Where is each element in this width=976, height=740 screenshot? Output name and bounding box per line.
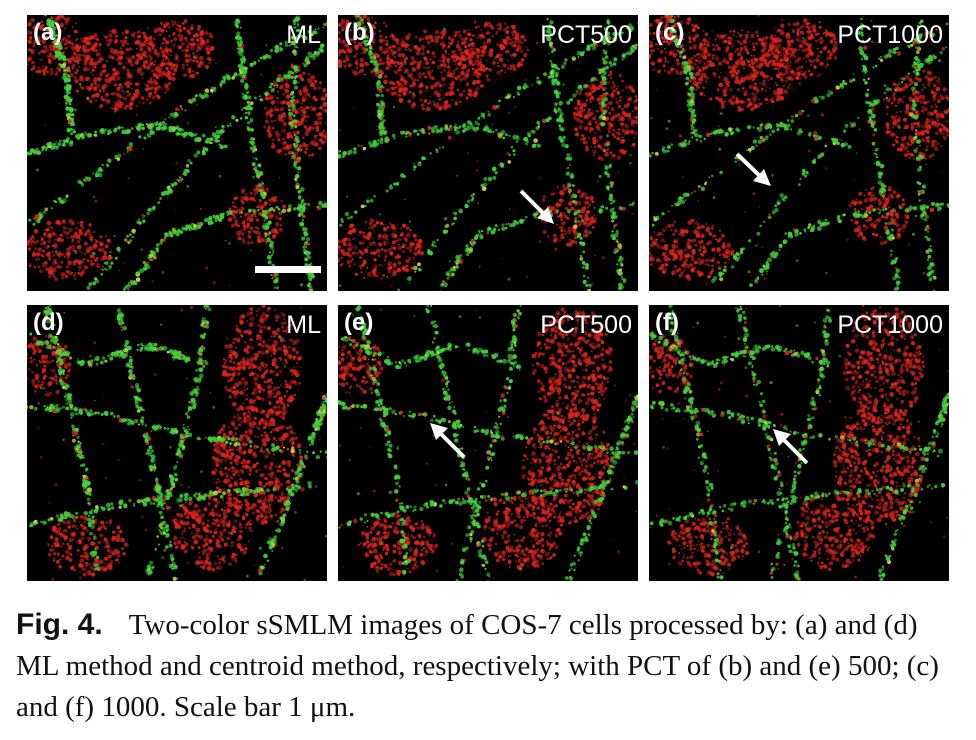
panel-f: (f) PCT1000 [649,305,949,581]
panel-method-label: PCT1000 [837,21,943,49]
arrow-up-left-icon [430,423,466,459]
panel-method-label: PCT500 [540,21,632,49]
panel-method-label: ML [286,311,321,339]
panel-d: (d) ML [27,305,327,581]
microscopy-image-c [649,15,949,291]
panel-letter: (b) [344,19,375,46]
panel-letter: (e) [344,309,374,336]
panel-method-label: ML [286,21,321,49]
panel-letter: (d) [33,309,64,336]
microscopy-image-d [27,305,327,581]
caption-text: Two-color sSMLM images of COS-7 cells pr… [16,609,939,723]
microscopy-image-e [338,305,638,581]
panel-method-label: PCT500 [540,311,632,339]
microscopy-image-a [27,15,327,291]
arrow-down-right-icon [519,189,554,224]
panel-letter: (c) [655,19,685,46]
arrow-down-right-icon [735,152,771,186]
panel-letter: (a) [33,19,63,46]
arrow-up-left-icon [773,429,809,465]
panel-a: (a) ML [27,15,327,291]
microscopy-image-f [649,305,949,581]
panel-c: (c) PCT1000 [649,15,949,291]
panel-e: (e) PCT500 [338,305,638,581]
panel-letter: (f) [655,309,679,336]
scale-bar [255,266,321,273]
figure-label: Fig. 4. [16,608,103,641]
microscopy-image-b [338,15,638,291]
figure-caption: Fig. 4. Two-color sSMLM images of COS-7 c… [16,604,966,728]
panel-method-label: PCT1000 [837,311,943,339]
panel-b: (b) PCT500 [338,15,638,291]
